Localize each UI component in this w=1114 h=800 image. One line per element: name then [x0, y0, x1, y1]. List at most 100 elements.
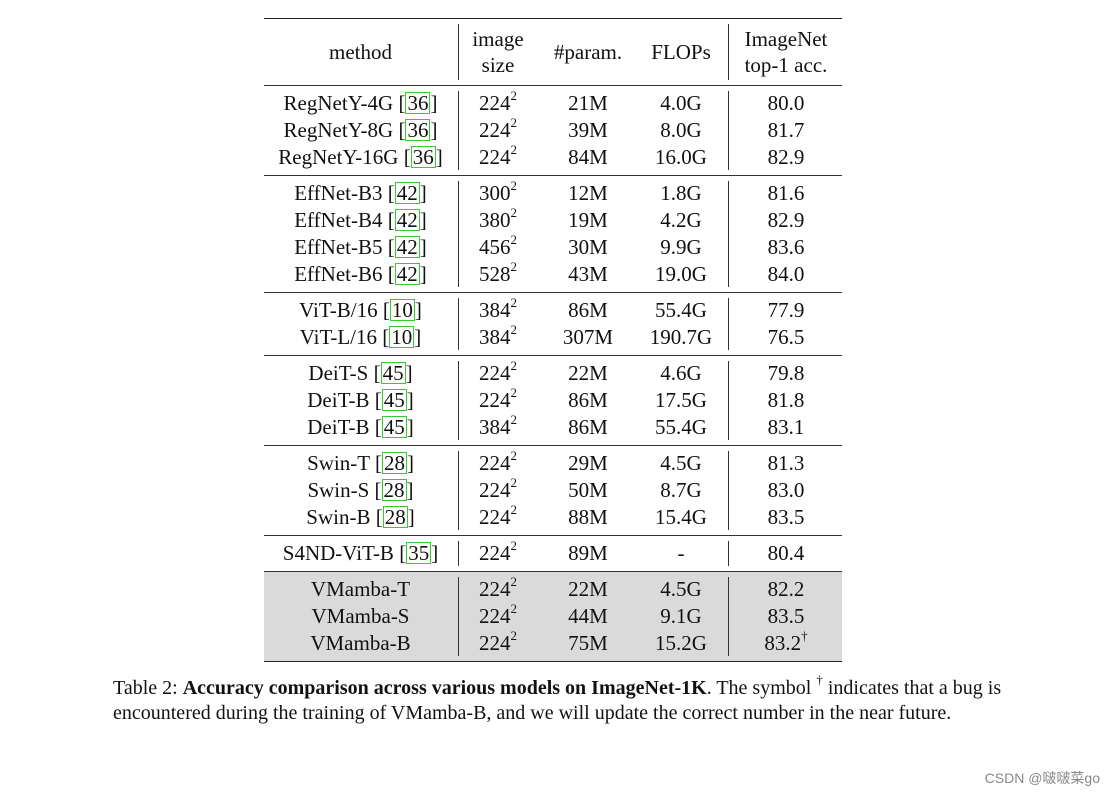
table-row: VMamba-B 2242 75M 15.2G 83.2†: [264, 628, 842, 657]
column-divider: [728, 577, 729, 656]
citation-link[interactable]: 28: [381, 451, 407, 475]
params-cell: 22M: [568, 361, 608, 385]
accuracy-cell: 83.2†: [730, 629, 842, 657]
image-size-value: 224: [479, 388, 511, 412]
column-divider: [458, 24, 459, 80]
accuracy-value: 77.9: [767, 298, 805, 322]
image-size-exponent: 2: [510, 502, 518, 517]
image-size-cell: 3842: [460, 412, 536, 441]
flops-cell: 16.0G: [655, 145, 707, 169]
method-cell: VMamba-B: [264, 630, 457, 657]
accuracy-cell: 83.6: [730, 234, 842, 261]
accuracy-value: 80.4: [767, 541, 805, 565]
header-method: method: [329, 40, 392, 64]
table-row: EffNet-B5 [42] 4562 30M 9.9G 83.6: [264, 233, 842, 261]
citation-link[interactable]: 42: [394, 208, 420, 232]
flops-cell: 190.7G: [649, 325, 713, 349]
params-cell: 84M: [568, 145, 608, 169]
citation-link[interactable]: 10: [389, 298, 415, 322]
header-image-size-line2: size: [481, 53, 515, 77]
accuracy-value: 80.0: [767, 91, 805, 115]
accuracy-value: 83.6: [767, 235, 805, 259]
flops-cell: -: [677, 541, 685, 565]
table-row: ViT-B/16 [10] 3842 86M 55.4G 77.9: [264, 296, 842, 324]
method-cell: VMamba-T: [264, 576, 457, 603]
accuracy-value: 82.9: [767, 208, 805, 232]
table-row: VMamba-T 2242 22M 4.5G 82.2: [264, 575, 842, 603]
image-size-exponent: 2: [510, 322, 518, 337]
watermark: CSDN @啵啵菜go: [984, 770, 1100, 786]
image-size-exponent: 2: [510, 412, 518, 427]
method-cell: EffNet-B5 [42]: [294, 235, 427, 259]
header-accuracy-line2: top-1 acc.: [744, 53, 828, 77]
accuracy-cell: 80.0: [730, 90, 842, 117]
column-divider: [728, 298, 729, 350]
citation-link[interactable]: 10: [389, 325, 415, 349]
accuracy-cell: 83.0: [730, 477, 842, 504]
image-size-value: 528: [479, 262, 511, 286]
citation-link[interactable]: 45: [381, 388, 407, 412]
table-caption: Table 2: Accuracy comparison across vari…: [113, 673, 1013, 726]
table-header: method image size #param. FLOPs ImageNet…: [264, 19, 842, 85]
accuracy-value: 83.5: [767, 505, 805, 529]
image-size-exponent: 2: [510, 88, 518, 103]
citation-link[interactable]: 42: [394, 181, 420, 205]
method-cell: DeiT-B [45]: [307, 415, 414, 439]
method-cell: DeiT-S [45]: [308, 361, 413, 385]
method-name: Swin-S: [307, 478, 370, 502]
flops-cell: 9.9G: [660, 235, 702, 259]
image-size-exponent: 2: [510, 628, 518, 643]
citation-link[interactable]: 28: [381, 478, 407, 502]
group-rule: [264, 571, 842, 572]
citation-link[interactable]: 45: [381, 415, 407, 439]
citation-link[interactable]: 28: [382, 505, 408, 529]
accuracy-cell: 79.8: [730, 360, 842, 387]
model-group: ViT-B/16 [10] 3842 86M 55.4G 77.9 ViT-L/16 [1…: [264, 293, 842, 355]
group-rule: [264, 445, 842, 446]
flops-cell: 9.1G: [660, 604, 702, 628]
column-divider: [458, 361, 459, 440]
method-cell: DeiT-B [45]: [307, 388, 414, 412]
model-group: S4ND-ViT-B [35] 2242 89M - 80.4: [264, 536, 842, 571]
image-size-cell: 2242: [460, 143, 536, 171]
citation-link[interactable]: 36: [410, 145, 436, 169]
method-cell: S4ND-ViT-B [35]: [282, 541, 439, 565]
table-row: S4ND-ViT-B [35] 2242 89M - 80.4: [264, 539, 842, 567]
image-size-cell: 3802: [460, 206, 536, 234]
group-rule: [264, 535, 842, 536]
method-name: EffNet-B3: [294, 181, 383, 205]
citation-link[interactable]: 42: [394, 235, 420, 259]
accuracy-value: 83.5: [767, 604, 805, 628]
image-size-value: 224: [479, 505, 511, 529]
citation-link[interactable]: 45: [380, 361, 406, 385]
method-name: EffNet-B5: [294, 235, 383, 259]
image-size-value: 224: [479, 118, 511, 142]
method-name: Swin-B: [306, 505, 371, 529]
params-cell: 86M: [568, 298, 608, 322]
group-rule: [264, 175, 842, 176]
column-divider: [458, 298, 459, 350]
flops-cell: 19.0G: [655, 262, 707, 286]
column-divider: [728, 24, 729, 80]
flops-cell: 15.4G: [655, 505, 707, 529]
params-cell: 307M: [562, 325, 614, 349]
image-size-cell: 2242: [460, 539, 536, 567]
image-size-value: 224: [479, 631, 511, 655]
image-size-cell: 2242: [460, 602, 536, 630]
caption-dagger: †: [816, 672, 823, 688]
citation-link[interactable]: 36: [405, 118, 431, 142]
accuracy-value: 83.0: [767, 478, 805, 502]
method-cell: Swin-B [28]: [306, 505, 415, 529]
accuracy-value: 82.2: [767, 577, 805, 601]
image-size-cell: 3002: [460, 179, 536, 207]
accuracy-value: 84.0: [767, 262, 805, 286]
table-row: RegNetY-8G [36] 2242 39M 8.0G 81.7: [264, 116, 842, 144]
params-cell: 50M: [568, 478, 608, 502]
params-cell: 29M: [568, 451, 608, 475]
accuracy-value: 79.8: [767, 361, 805, 385]
image-size-value: 224: [479, 577, 511, 601]
citation-link[interactable]: 42: [394, 262, 420, 286]
citation-link[interactable]: 36: [405, 91, 431, 115]
citation-link[interactable]: 35: [406, 541, 432, 565]
flops-cell: 8.7G: [660, 478, 702, 502]
